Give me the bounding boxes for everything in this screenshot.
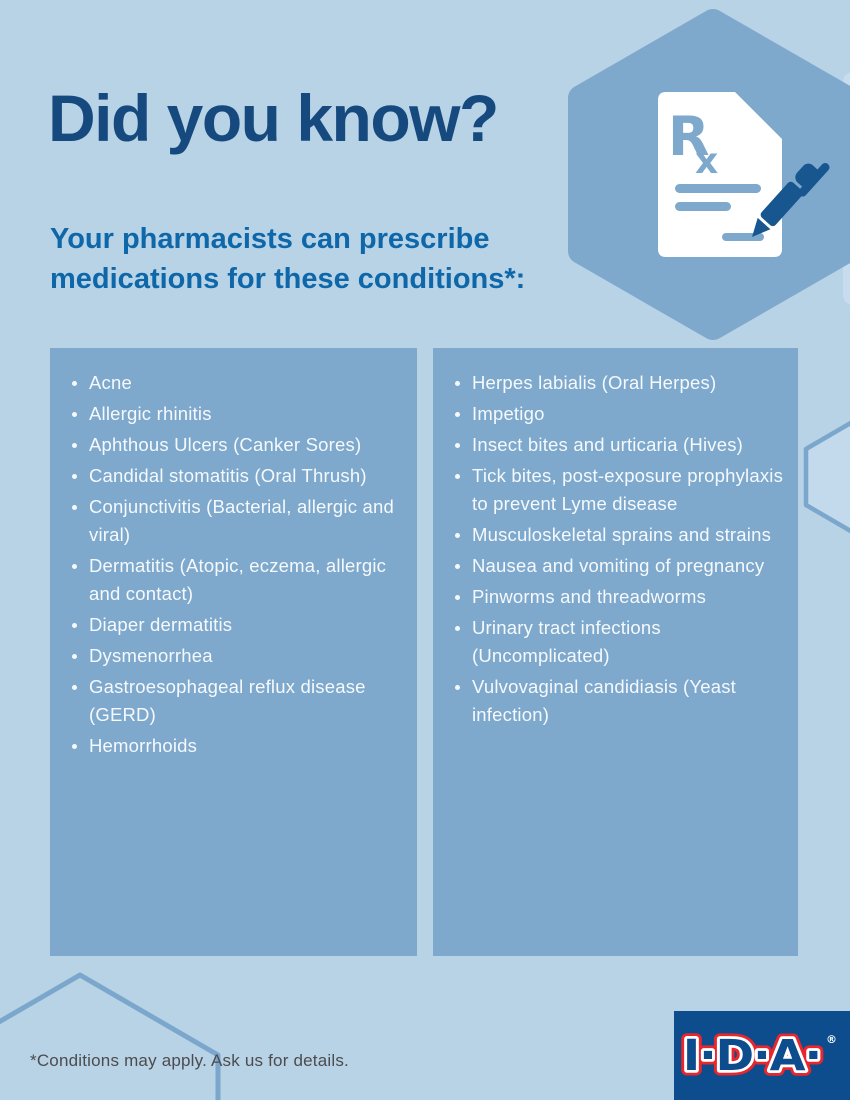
page-title: Did you know? xyxy=(48,81,499,155)
condition-item: Diaper dermatitis xyxy=(65,611,409,639)
condition-item: Urinary tract infections (Uncomplicated) xyxy=(448,614,790,670)
condition-item: Acne xyxy=(65,369,409,397)
conditions-panel-right: Herpes labialis (Oral Herpes) Impetigo I… xyxy=(433,348,798,956)
conditions-list-left: Acne Allergic rhinitis Aphthous Ulcers (… xyxy=(65,369,409,760)
condition-item: Allergic rhinitis xyxy=(65,400,409,428)
pen-icon xyxy=(752,162,830,237)
condition-item: Nausea and vomiting of pregnancy xyxy=(448,552,790,580)
condition-item: Impetigo xyxy=(448,400,790,428)
document-text-line-1 xyxy=(675,184,761,193)
rx-symbol-r: R xyxy=(668,105,710,168)
condition-item: Conjunctivitis (Bacterial, allergic and … xyxy=(65,493,409,549)
conditions-footnote: *Conditions may apply. Ask us for detail… xyxy=(30,1051,349,1070)
page-subtitle: Your pharmacists can prescribe medicatio… xyxy=(50,219,525,299)
condition-item: Vulvovaginal candidiasis (Yeast infectio… xyxy=(448,673,790,729)
outline-hexagon-right xyxy=(803,420,850,534)
conditions-panel-left: Acne Allergic rhinitis Aphthous Ulcers (… xyxy=(50,348,417,956)
condition-item: Pinworms and threadworms xyxy=(448,583,790,611)
condition-item: Dysmenorrhea xyxy=(65,642,409,670)
outline-hexagon-bottom-left xyxy=(0,972,221,1100)
conditions-list-right: Herpes labialis (Oral Herpes) Impetigo I… xyxy=(448,369,790,729)
condition-item: Gastroesophageal reflux disease (GERD) xyxy=(65,673,409,729)
ida-logo-outline-white: I·D·A· xyxy=(683,1030,821,1081)
condition-item: Herpes labialis (Oral Herpes) xyxy=(448,369,790,397)
document-text-line-2 xyxy=(675,202,731,211)
subtitle-line-1: Your pharmacists can prescribe xyxy=(50,223,490,255)
condition-item: Candidal stomatitis (Oral Thrush) xyxy=(65,462,409,490)
registered-trademark-icon: ® xyxy=(826,1033,837,1046)
ida-logo: I·D·A· I·D·A· I·D·A· ® xyxy=(674,1011,850,1100)
ida-logo-outline-red: I·D·A· xyxy=(683,1030,821,1081)
condition-item: Aphthous Ulcers (Canker Sores) xyxy=(65,431,409,459)
condition-item: Hemorrhoids xyxy=(65,732,409,760)
condition-item: Insect bites and urticaria (Hives) xyxy=(448,431,790,459)
condition-item: Musculoskeletal sprains and strains xyxy=(448,521,790,549)
rx-symbol-x: x xyxy=(695,141,718,182)
condition-item: Tick bites, post-exposure prophylaxis to… xyxy=(448,462,790,518)
ida-logo-letters: I·D·A· xyxy=(683,1030,821,1081)
document-folded-corner xyxy=(744,106,772,134)
subtitle-line-2: medications for these conditions*: xyxy=(50,263,526,295)
condition-item: Dermatitis (Atopic, eczema, allergic and… xyxy=(65,552,409,608)
ida-logo-graphic: I·D·A· I·D·A· I·D·A· ® xyxy=(677,1024,837,1086)
rx-document-icon: R x xyxy=(658,92,830,257)
